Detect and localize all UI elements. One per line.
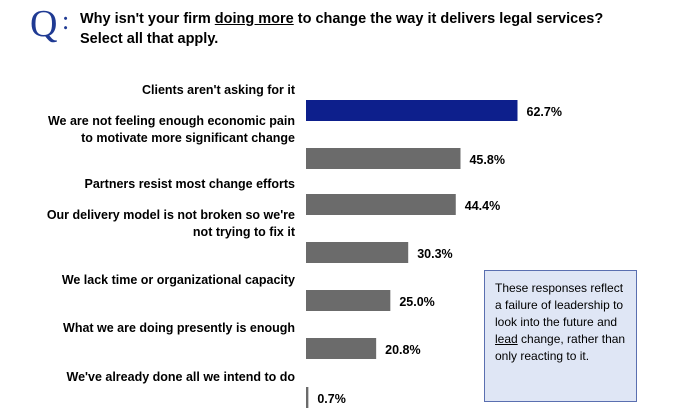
- question-emphasis: doing more: [214, 11, 294, 27]
- category-label: Partners resist most change efforts: [85, 177, 296, 191]
- value-label: 30.3%: [417, 247, 452, 261]
- question-line1-suffix: to change the way it delivers legal serv…: [293, 11, 604, 27]
- value-label: 45.8%: [469, 153, 504, 167]
- value-label: 0.7%: [317, 392, 346, 406]
- bar: [306, 290, 391, 311]
- bar: [306, 338, 377, 359]
- note-text-after: change, rather than only reacting to it.: [495, 332, 626, 363]
- category-label: Our delivery model is not broken so we'r…: [47, 208, 295, 222]
- value-label: 20.8%: [385, 343, 420, 357]
- category-label: to motivate more significant change: [81, 131, 295, 145]
- value-label: 44.4%: [465, 199, 500, 213]
- value-label: 25.0%: [399, 295, 434, 309]
- category-label: We are not feeling enough economic pain: [48, 114, 295, 128]
- question-mark: Q: [30, 3, 58, 45]
- category-label: Clients aren't asking for it: [142, 83, 296, 97]
- survey-question: Why isn't your firm doing more to change…: [80, 9, 660, 49]
- bar: [306, 242, 409, 263]
- bar: [306, 100, 518, 121]
- question-line2: Select all that apply.: [80, 31, 219, 47]
- bar: [306, 387, 309, 408]
- question-line1-prefix: Why isn't your firm: [80, 11, 215, 27]
- value-label: 62.7%: [527, 105, 562, 119]
- commentary-note: These responses reflect a failure of lea…: [484, 270, 637, 402]
- question-mark-colon: :: [62, 6, 70, 35]
- note-text-before: These responses reflect a failure of lea…: [495, 281, 624, 329]
- bar: [306, 148, 461, 169]
- category-label: What we are doing presently is enough: [63, 321, 295, 335]
- category-label: We've already done all we intend to do: [67, 370, 296, 384]
- category-label: We lack time or organizational capacity: [62, 273, 295, 287]
- note-emphasis: lead: [495, 332, 518, 346]
- bar: [306, 194, 456, 215]
- category-label: not trying to fix it: [193, 225, 296, 239]
